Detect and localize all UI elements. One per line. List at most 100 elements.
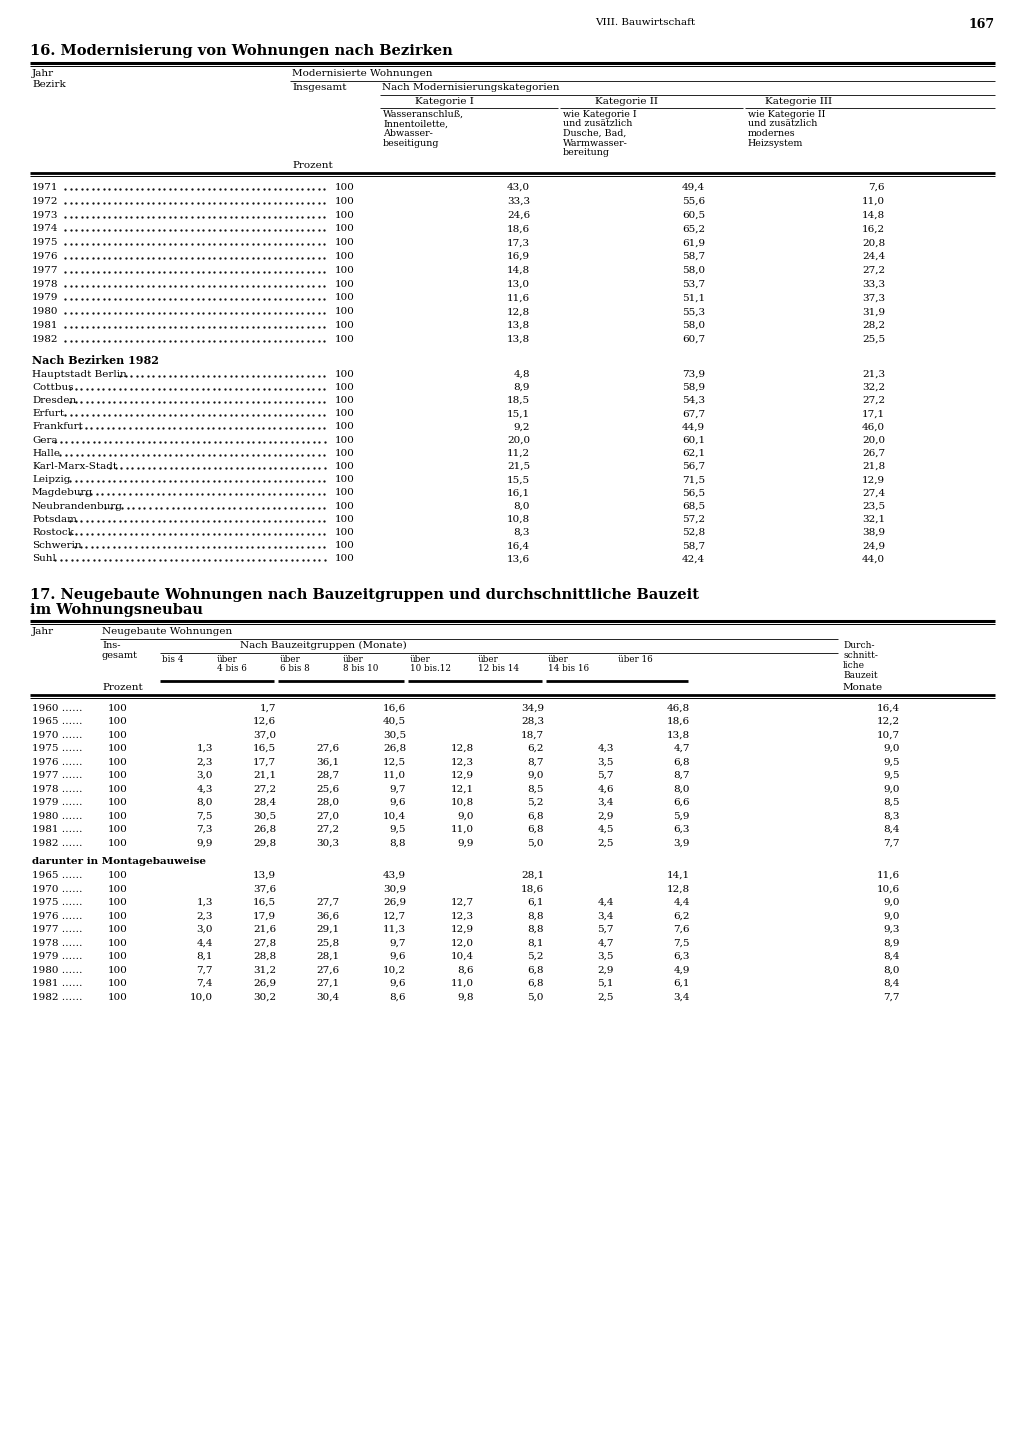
Text: 1977 ……: 1977 …… (32, 771, 83, 780)
Text: 1975: 1975 (32, 238, 58, 247)
Text: 27,2: 27,2 (862, 266, 885, 274)
Text: 1982 ……: 1982 …… (32, 992, 83, 1001)
Text: 11,0: 11,0 (451, 979, 474, 988)
Text: 1965 ……: 1965 …… (32, 872, 83, 880)
Text: 30,2: 30,2 (253, 992, 276, 1001)
Text: 20,0: 20,0 (507, 435, 530, 445)
Text: 8,5: 8,5 (884, 798, 900, 807)
Text: 4,7: 4,7 (674, 744, 690, 752)
Text: Erfurt: Erfurt (32, 409, 65, 418)
Text: 28,8: 28,8 (253, 952, 276, 961)
Text: 13,8: 13,8 (667, 731, 690, 740)
Text: 58,0: 58,0 (682, 266, 705, 274)
Text: 7,5: 7,5 (674, 939, 690, 948)
Text: 12,7: 12,7 (383, 912, 406, 920)
Text: 8,4: 8,4 (884, 826, 900, 834)
Text: 11,2: 11,2 (507, 449, 530, 458)
Text: 12,9: 12,9 (451, 771, 474, 780)
Text: 30,9: 30,9 (383, 885, 406, 893)
Text: 9,5: 9,5 (389, 826, 406, 834)
Text: 53,7: 53,7 (682, 280, 705, 289)
Text: 1972: 1972 (32, 197, 58, 205)
Text: 9,6: 9,6 (389, 979, 406, 988)
Text: 9,7: 9,7 (389, 784, 406, 794)
Text: 100: 100 (335, 197, 355, 205)
Text: 9,0: 9,0 (884, 912, 900, 920)
Text: über: über (410, 655, 431, 663)
Text: 58,7: 58,7 (682, 541, 705, 550)
Text: 31,2: 31,2 (253, 965, 276, 975)
Text: 2,5: 2,5 (597, 992, 614, 1001)
Text: 71,5: 71,5 (682, 475, 705, 484)
Text: 2,3: 2,3 (197, 912, 213, 920)
Text: 11,3: 11,3 (383, 925, 406, 933)
Text: 1978 ……: 1978 …… (32, 784, 83, 794)
Text: 8,8: 8,8 (389, 839, 406, 847)
Text: 8,4: 8,4 (884, 979, 900, 988)
Text: 21,6: 21,6 (253, 925, 276, 933)
Text: 1980: 1980 (32, 307, 58, 316)
Text: 1,7: 1,7 (259, 704, 276, 712)
Text: 27,6: 27,6 (315, 965, 339, 975)
Text: 6,6: 6,6 (674, 798, 690, 807)
Text: 16,4: 16,4 (507, 541, 530, 550)
Text: 36,1: 36,1 (315, 758, 339, 767)
Text: 37,3: 37,3 (862, 293, 885, 303)
Text: 4,6: 4,6 (597, 784, 614, 794)
Text: wie Kategorie I: wie Kategorie I (563, 111, 637, 119)
Text: 7,3: 7,3 (197, 826, 213, 834)
Text: 12,6: 12,6 (253, 717, 276, 727)
Text: 12 bis 14: 12 bis 14 (478, 663, 519, 673)
Text: 14 bis 16: 14 bis 16 (548, 663, 589, 673)
Text: 4,4: 4,4 (197, 939, 213, 948)
Text: 9,5: 9,5 (884, 771, 900, 780)
Text: 16,1: 16,1 (507, 488, 530, 497)
Text: Durch-: Durch- (843, 640, 874, 649)
Text: 44,9: 44,9 (682, 422, 705, 431)
Text: 1,3: 1,3 (197, 898, 213, 908)
Text: 1977: 1977 (32, 266, 58, 274)
Text: 37,6: 37,6 (253, 885, 276, 893)
Text: 8,3: 8,3 (884, 811, 900, 820)
Text: 1973: 1973 (32, 211, 58, 220)
Text: 11,0: 11,0 (383, 771, 406, 780)
Text: über: über (548, 655, 568, 663)
Text: 1982 ……: 1982 …… (32, 839, 83, 847)
Text: 8,4: 8,4 (884, 952, 900, 961)
Text: 58,7: 58,7 (682, 251, 705, 261)
Text: 1981: 1981 (32, 322, 58, 330)
Text: 60,1: 60,1 (682, 435, 705, 445)
Text: Nach Modernisierungskategorien: Nach Modernisierungskategorien (382, 83, 559, 92)
Text: Kategorie II: Kategorie II (595, 98, 658, 106)
Text: 5,7: 5,7 (597, 925, 614, 933)
Text: 1978 ……: 1978 …… (32, 939, 83, 948)
Text: 46,0: 46,0 (862, 422, 885, 431)
Text: 1976 ……: 1976 …… (32, 758, 83, 767)
Text: 33,3: 33,3 (862, 280, 885, 289)
Text: 10,4: 10,4 (383, 811, 406, 820)
Text: 13,6: 13,6 (507, 554, 530, 563)
Text: Neugebaute Wohnungen: Neugebaute Wohnungen (102, 626, 232, 636)
Text: 40,5: 40,5 (383, 717, 406, 727)
Text: 8,3: 8,3 (513, 528, 530, 537)
Text: 100: 100 (109, 811, 128, 820)
Text: 12,3: 12,3 (451, 912, 474, 920)
Text: 11,0: 11,0 (451, 826, 474, 834)
Text: 23,5: 23,5 (862, 501, 885, 511)
Text: 8,0: 8,0 (884, 965, 900, 975)
Text: 100: 100 (335, 307, 355, 316)
Text: 12,5: 12,5 (383, 758, 406, 767)
Text: Abwasser-: Abwasser- (383, 129, 433, 138)
Text: 43,0: 43,0 (507, 182, 530, 192)
Text: 3,5: 3,5 (597, 758, 614, 767)
Text: 100: 100 (109, 717, 128, 727)
Text: 1960 ……: 1960 …… (32, 704, 83, 712)
Text: 6,8: 6,8 (527, 826, 544, 834)
Text: über: über (343, 655, 364, 663)
Text: 100: 100 (335, 293, 355, 303)
Text: 100: 100 (335, 369, 355, 379)
Text: 12,1: 12,1 (451, 784, 474, 794)
Text: 5,2: 5,2 (527, 798, 544, 807)
Text: 167: 167 (969, 19, 995, 32)
Text: 9,6: 9,6 (389, 952, 406, 961)
